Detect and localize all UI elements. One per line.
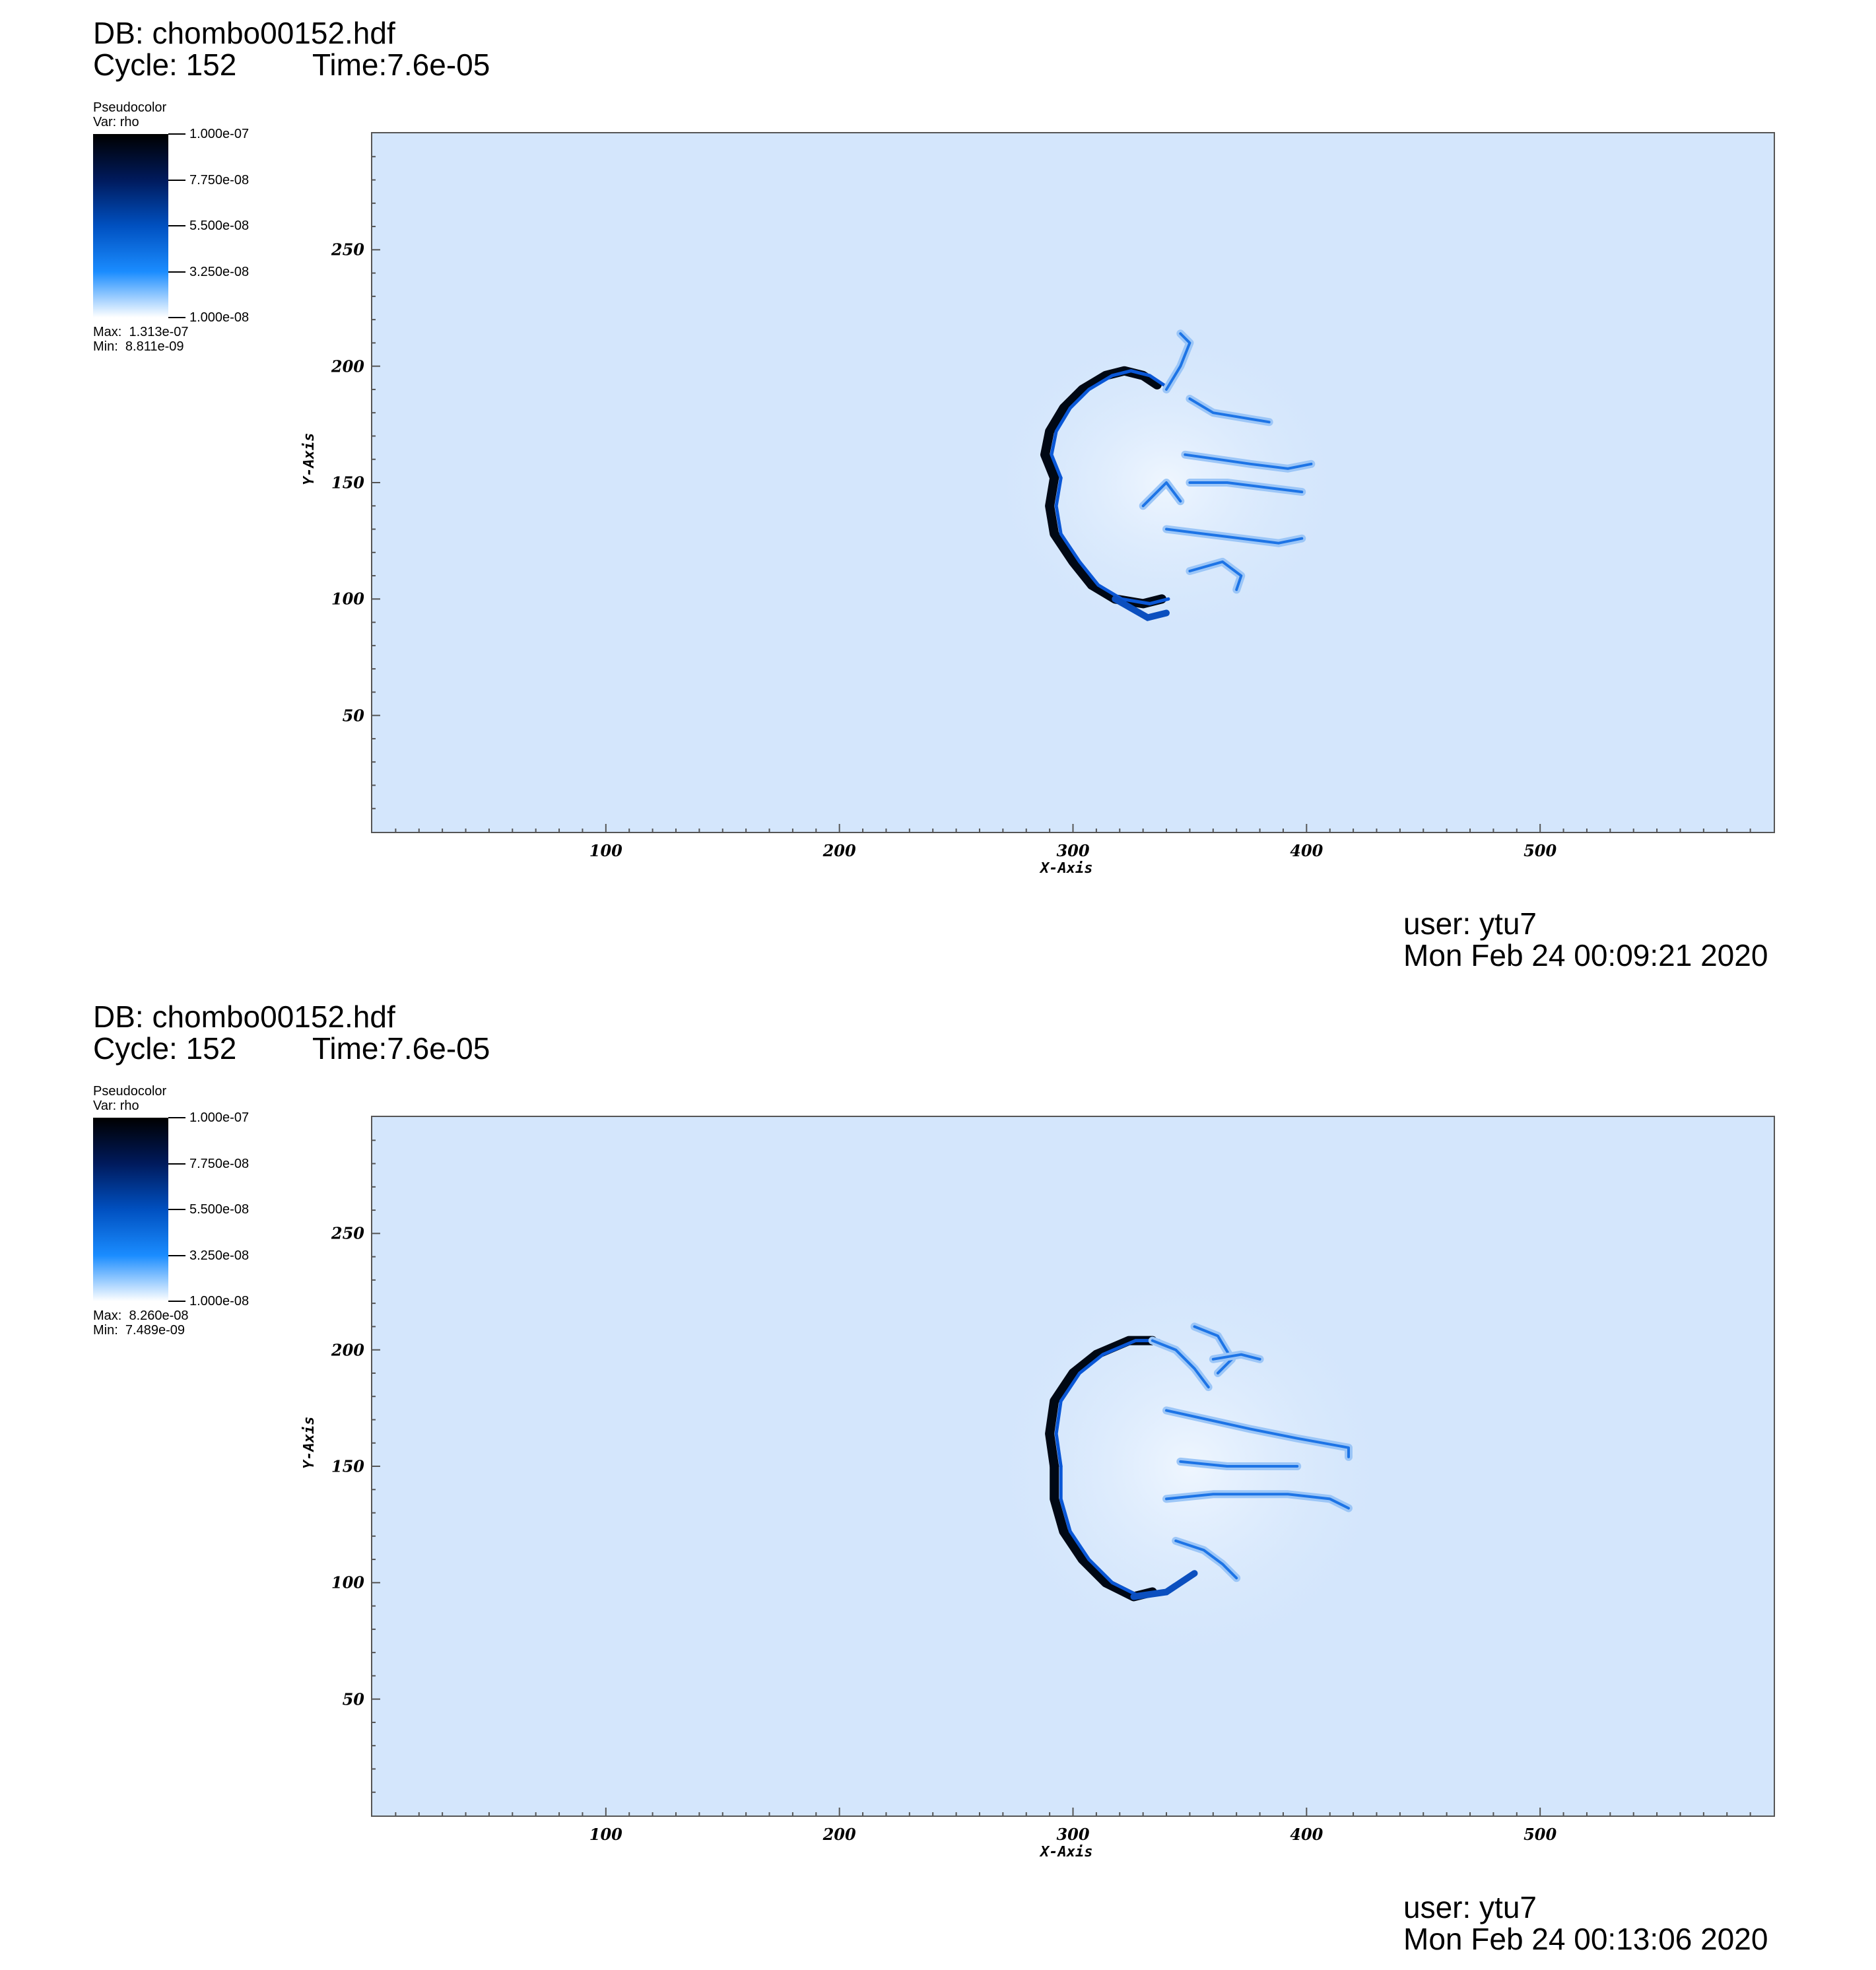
x-tick-label: 300 <box>1056 1825 1090 1844</box>
x-tick-label: 400 <box>1290 841 1323 860</box>
density-swirl-core <box>1174 1539 1238 1580</box>
y-tick-label: 50 <box>342 1689 364 1709</box>
legend-variable: Var: rho <box>93 115 139 129</box>
plot-area <box>371 132 1775 833</box>
x-tick-label: 100 <box>589 841 622 860</box>
database-label: DB: chombo00152.hdf <box>93 1000 395 1034</box>
legend-title: Pseudocolor <box>93 100 167 115</box>
density-filament <box>1130 1570 1198 1600</box>
x-tick-label: 400 <box>1290 1825 1323 1844</box>
date-label: Mon Feb 24 00:09:21 2020 <box>1403 938 1768 972</box>
shock-front-upper <box>1045 1336 1157 1471</box>
database-label: DB: chombo00152.hdf <box>93 16 395 50</box>
y-tick-label: 150 <box>331 1456 364 1476</box>
legend-max: Max: 8.260e-08 <box>93 1308 189 1323</box>
y-tick-label: 200 <box>331 357 364 376</box>
colorbar-tick <box>168 317 185 318</box>
colorbar-tick <box>168 271 185 273</box>
legend-max: Max: 1.313e-07 <box>93 325 189 339</box>
x-tick-label: 500 <box>1524 841 1557 860</box>
colorbar-tick-label: 7.750e-08 <box>189 172 250 187</box>
x-tick-label: 200 <box>822 1825 856 1844</box>
colorbar-tick-label: 1.000e-08 <box>189 1294 250 1308</box>
user-label: user: ytu7 <box>1403 1890 1537 1924</box>
density-swirl-core <box>1165 1493 1350 1510</box>
density-field <box>979 1256 1400 1676</box>
colorbar-tick-label: 1.000e-07 <box>189 1110 250 1125</box>
colorbar-tick-label: 5.500e-08 <box>189 219 250 233</box>
colorbar-tick-label: 1.000e-07 <box>189 127 250 141</box>
x-tick-label: 200 <box>822 841 856 860</box>
density-swirl-core <box>1165 527 1304 545</box>
date-label: Mon Feb 24 00:13:06 2020 <box>1403 1922 1768 1956</box>
colorbar-tick-label: 1.000e-08 <box>189 310 250 325</box>
colorbar <box>93 1118 168 1301</box>
shock-front-edge <box>1054 476 1170 605</box>
plot-area <box>371 1116 1775 1817</box>
colorbar <box>93 134 168 318</box>
colorbar-tick <box>168 1254 185 1256</box>
time-label: Time:7.6e-05 <box>312 48 490 82</box>
plot-panel-1: DB: chombo00152.hdf Cycle: 152 Time:7.6e… <box>0 0 1876 984</box>
colorbar-tick-label: 5.500e-08 <box>189 1202 250 1217</box>
y-tick-label: 250 <box>331 240 364 259</box>
x-axis-label: X-Axis <box>1040 1844 1093 1860</box>
legend-variable: Var: rho <box>93 1099 139 1113</box>
y-tick-label: 100 <box>331 589 364 609</box>
time-label: Time:7.6e-05 <box>312 1031 490 1066</box>
colorbar-tick <box>168 1209 185 1210</box>
density-swirl-core <box>1179 1460 1299 1468</box>
colorbar-tick <box>168 1117 185 1118</box>
colorbar-tick-label: 7.750e-08 <box>189 1156 250 1171</box>
legend-title: Pseudocolor <box>93 1084 167 1099</box>
colorbar-tick <box>168 225 185 226</box>
legend-min: Min: 8.811e-09 <box>93 339 184 354</box>
density-swirl-core <box>1188 397 1271 424</box>
density-swirl-core <box>1165 1409 1350 1458</box>
x-axis-label: X-Axis <box>1040 860 1093 877</box>
y-tick-label: 100 <box>331 1573 364 1592</box>
legend-min: Min: 7.489e-09 <box>93 1323 185 1338</box>
density-swirl-core <box>1193 1325 1234 1375</box>
colorbar-tick <box>168 179 185 181</box>
colorbar-tick <box>168 133 185 135</box>
x-tick-label: 100 <box>589 1825 622 1844</box>
y-tick-label: 150 <box>331 473 364 493</box>
tick-marks <box>372 156 1751 832</box>
user-label: user: ytu7 <box>1403 906 1537 941</box>
colorbar-tick <box>168 1163 185 1165</box>
colorbar-tick <box>168 1301 185 1302</box>
density-swirl-core <box>1151 1339 1210 1389</box>
cycle-label: Cycle: 152 <box>93 48 237 82</box>
y-axis-label: Y-Axis <box>301 432 318 485</box>
density-filament <box>1112 595 1170 621</box>
cycle-label: Cycle: 152 <box>93 1031 237 1066</box>
colorbar-tick-label: 3.250e-08 <box>189 1248 250 1263</box>
colorbar-tick-label: 3.250e-08 <box>189 264 250 279</box>
density-swirl-core <box>1211 1353 1261 1361</box>
density-field <box>979 320 1354 646</box>
density-swirl-core <box>1188 481 1304 494</box>
density-swirl-core <box>1184 453 1313 470</box>
plot-panel-2: DB: chombo00152.hdf Cycle: 152 Time:7.6e… <box>0 984 1876 1967</box>
y-axis-label: Y-Axis <box>301 1416 318 1469</box>
density-swirl-core <box>1141 481 1182 508</box>
y-tick-label: 250 <box>331 1223 364 1243</box>
x-tick-label: 300 <box>1056 841 1090 860</box>
x-tick-label: 500 <box>1524 1825 1557 1844</box>
tick-marks <box>372 1139 1751 1816</box>
density-swirl-core <box>1165 332 1191 391</box>
y-tick-label: 50 <box>342 706 364 726</box>
shock-front-edge <box>1050 369 1166 480</box>
density-swirl-core <box>1188 560 1243 592</box>
shock-front-edge <box>1054 1339 1161 1468</box>
y-tick-label: 200 <box>331 1340 364 1360</box>
